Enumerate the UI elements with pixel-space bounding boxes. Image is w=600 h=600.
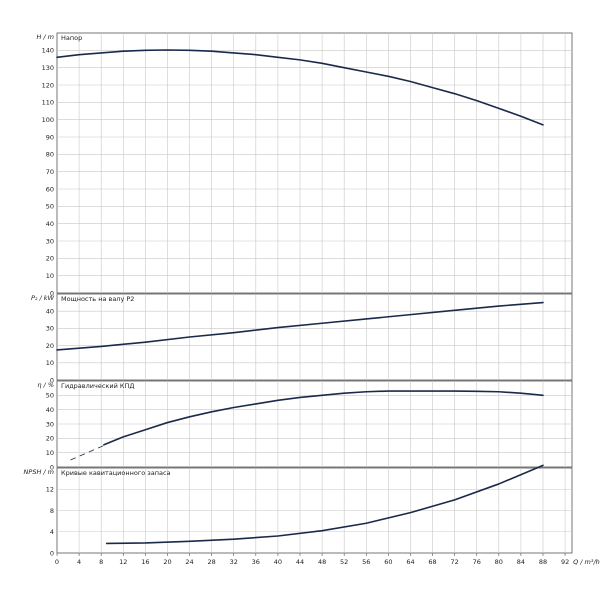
x-tick-label: 24: [185, 558, 193, 566]
y-tick-label: 0: [50, 376, 54, 384]
x-tick-label: 44: [296, 558, 304, 566]
x-tick-label: 48: [318, 558, 326, 566]
y-tick-label: 100: [42, 116, 54, 124]
panel-title: Мощность на валу P2: [61, 295, 134, 303]
y-tick-label: 40: [46, 220, 54, 228]
y-tick-label: 0: [50, 463, 54, 471]
y-tick-label: 30: [46, 325, 54, 333]
chart-panel-3: 0 10 20 30 40 50 η / % Гидравлический КПД: [37, 380, 573, 471]
x-tick-label: 56: [362, 558, 370, 566]
y-tick-label: 10: [46, 449, 54, 457]
panel-frame: [56, 293, 573, 381]
y-tick-label: 80: [46, 151, 54, 159]
y-tick-label: 30: [46, 237, 54, 245]
y-tick-label: 70: [46, 168, 54, 176]
y-axis-label: H / m: [36, 33, 54, 41]
x-tick-label: 28: [207, 558, 215, 566]
x-tick-label: 12: [119, 558, 127, 566]
series-line-1: [56, 49, 544, 126]
y-tick-label: 50: [46, 203, 54, 211]
y-tick-label: 4: [50, 528, 54, 536]
panel-frame: [56, 32, 573, 294]
x-tick-label: 72: [450, 558, 458, 566]
y-tick-label: 30: [46, 420, 54, 428]
x-tick-label: 32: [230, 558, 238, 566]
y-tick-label: 0: [50, 289, 54, 297]
x-tick-label: 8: [99, 558, 103, 566]
y-tick-label: 40: [46, 308, 54, 316]
x-tick-label: 76: [473, 558, 481, 566]
y-tick-label: 10: [46, 359, 54, 367]
x-tick-label: 0: [55, 558, 59, 566]
series-line-2: [103, 390, 544, 446]
x-tick-label: 88: [539, 558, 547, 566]
x-tick-label: 40: [274, 558, 282, 566]
y-tick-label: 20: [46, 255, 54, 263]
series-line-1: [105, 464, 544, 545]
chart-panel-2: 0 10 20 30 40 P₂ / kW Мощность на валу P2: [31, 293, 573, 384]
y-axis-label: NPSH / m: [24, 468, 54, 476]
chart-panel-1: 0 10 20 30 40 50 60 70 80 90 100 110 120 130 140 H / m Н…: [36, 32, 573, 297]
x-tick-label: 84: [517, 558, 525, 566]
y-tick-label: 8: [50, 507, 54, 515]
y-axis-label: η / %: [37, 381, 54, 389]
y-tick-label: 110: [42, 99, 54, 107]
series-line-1: [56, 301, 544, 351]
x-tick-label: 68: [428, 558, 436, 566]
y-tick-label: 20: [46, 342, 54, 350]
x-tick-label: 60: [384, 558, 392, 566]
x-tick-label: 16: [141, 558, 149, 566]
x-tick-label: 64: [406, 558, 414, 566]
x-tick-label: 80: [495, 558, 503, 566]
series-line-1: [70, 445, 105, 461]
panel-title: Кривые кавитационного запаса: [61, 469, 171, 477]
x-axis-label: Q / m³/h: [573, 558, 600, 566]
y-axis-label: P₂ / kW: [31, 294, 55, 302]
y-tick-label: 140: [42, 47, 54, 55]
y-tick-label: 0: [50, 549, 54, 557]
y-tick-label: 12: [46, 486, 54, 494]
x-tick-label: 20: [163, 558, 171, 566]
y-tick-label: 20: [46, 435, 54, 443]
x-tick-label: 36: [252, 558, 260, 566]
x-tick-label: 4: [77, 558, 81, 566]
y-tick-label: 90: [46, 133, 54, 141]
y-tick-label: 40: [46, 406, 54, 414]
panel-title: Гидравлический КПД: [61, 382, 134, 390]
panel-title: Напор: [61, 34, 82, 42]
x-tick-label: 52: [340, 558, 348, 566]
y-tick-label: 60: [46, 185, 54, 193]
y-tick-label: 10: [46, 272, 54, 280]
y-tick-label: 130: [42, 64, 54, 72]
y-tick-label: 50: [46, 392, 54, 400]
x-tick-label: 92: [561, 558, 569, 566]
y-tick-label: 120: [42, 81, 54, 89]
